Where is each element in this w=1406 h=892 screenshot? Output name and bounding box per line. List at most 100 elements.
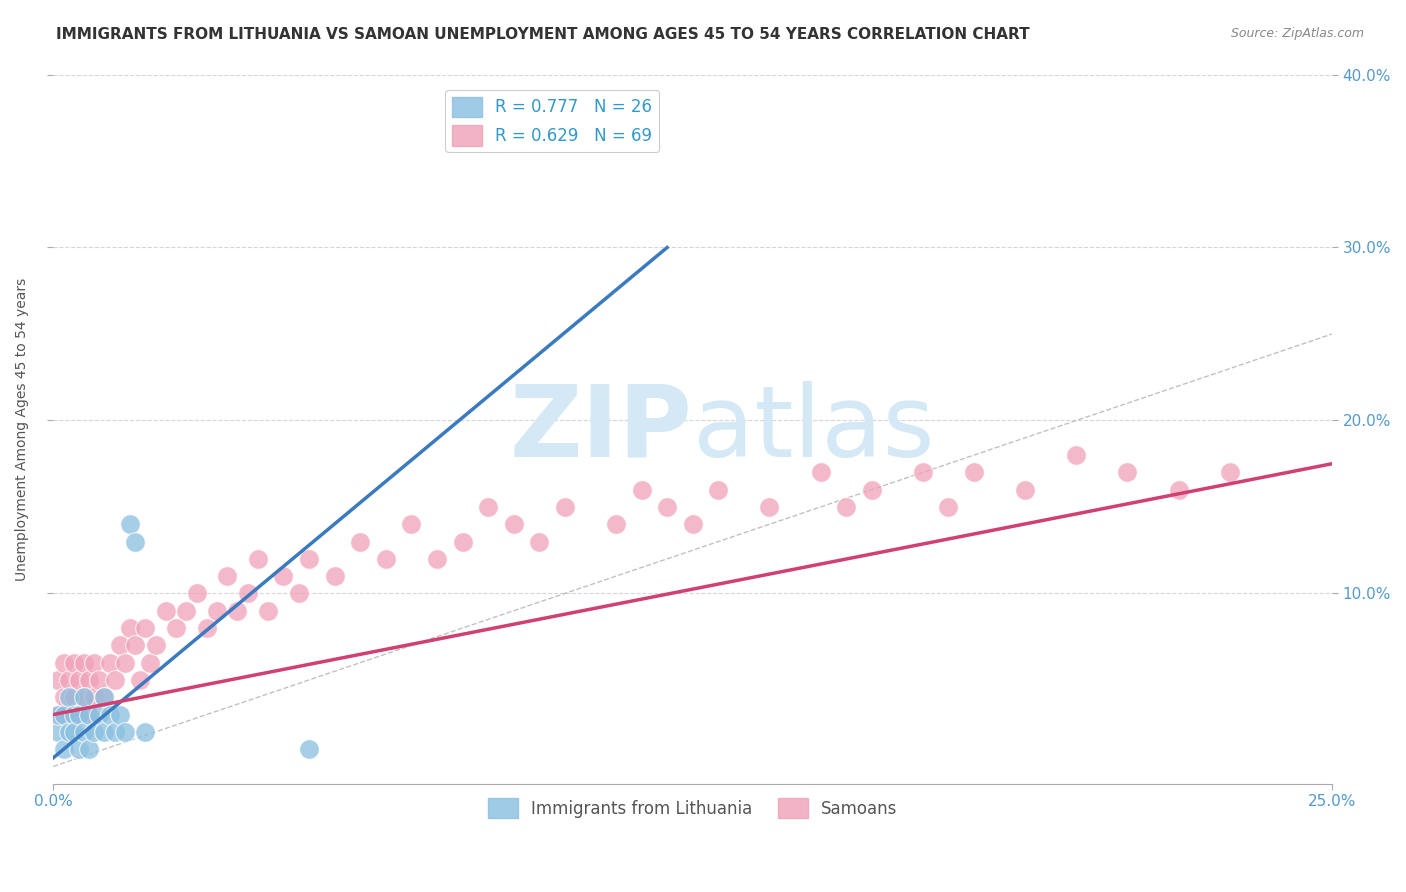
Point — [477, 500, 499, 514]
Point — [655, 500, 678, 514]
Point — [502, 517, 524, 532]
Point — [226, 604, 249, 618]
Point — [630, 483, 652, 497]
Point — [911, 466, 934, 480]
Point — [810, 466, 832, 480]
Point — [349, 534, 371, 549]
Point — [73, 690, 96, 705]
Point — [273, 569, 295, 583]
Point — [62, 707, 84, 722]
Point — [77, 673, 100, 687]
Point — [83, 656, 105, 670]
Point — [62, 690, 84, 705]
Point — [108, 707, 131, 722]
Point — [205, 604, 228, 618]
Point — [77, 742, 100, 756]
Y-axis label: Unemployment Among Ages 45 to 54 years: Unemployment Among Ages 45 to 54 years — [15, 277, 30, 581]
Point — [118, 621, 141, 635]
Point — [52, 742, 75, 756]
Point — [139, 656, 162, 670]
Point — [104, 724, 127, 739]
Point — [236, 586, 259, 600]
Point — [58, 673, 80, 687]
Point — [67, 707, 90, 722]
Point — [89, 707, 111, 722]
Point — [451, 534, 474, 549]
Point — [195, 621, 218, 635]
Point — [73, 656, 96, 670]
Point — [186, 586, 208, 600]
Point — [67, 673, 90, 687]
Point — [1116, 466, 1139, 480]
Point — [1219, 466, 1241, 480]
Point — [108, 638, 131, 652]
Point — [129, 673, 152, 687]
Point — [77, 707, 100, 722]
Point — [217, 569, 239, 583]
Point — [963, 466, 986, 480]
Point — [93, 690, 115, 705]
Point — [554, 500, 576, 514]
Point — [52, 707, 75, 722]
Point — [529, 534, 551, 549]
Point — [98, 656, 121, 670]
Point — [67, 742, 90, 756]
Point — [98, 707, 121, 722]
Point — [134, 724, 156, 739]
Text: Source: ZipAtlas.com: Source: ZipAtlas.com — [1230, 27, 1364, 40]
Point — [89, 673, 111, 687]
Point — [938, 500, 960, 514]
Point — [605, 517, 627, 532]
Point — [298, 552, 321, 566]
Point — [134, 621, 156, 635]
Legend: Immigrants from Lithuania, Samoans: Immigrants from Lithuania, Samoans — [481, 791, 904, 825]
Point — [758, 500, 780, 514]
Point — [1167, 483, 1189, 497]
Point — [288, 586, 311, 600]
Point — [401, 517, 423, 532]
Point — [104, 673, 127, 687]
Point — [682, 517, 704, 532]
Point — [52, 656, 75, 670]
Point — [48, 707, 70, 722]
Text: IMMIGRANTS FROM LITHUANIA VS SAMOAN UNEMPLOYMENT AMONG AGES 45 TO 54 YEARS CORRE: IMMIGRANTS FROM LITHUANIA VS SAMOAN UNEM… — [56, 27, 1029, 42]
Point — [176, 604, 198, 618]
Point — [52, 690, 75, 705]
Point — [1066, 448, 1088, 462]
Point — [62, 656, 84, 670]
Point — [860, 483, 883, 497]
Point — [835, 500, 858, 514]
Point — [124, 534, 146, 549]
Point — [323, 569, 346, 583]
Point — [58, 724, 80, 739]
Point — [114, 724, 136, 739]
Point — [48, 673, 70, 687]
Point — [155, 604, 177, 618]
Text: atlas: atlas — [693, 381, 935, 477]
Point — [298, 742, 321, 756]
Point — [67, 707, 90, 722]
Point — [114, 656, 136, 670]
Point — [118, 517, 141, 532]
Point — [426, 552, 449, 566]
Point — [145, 638, 167, 652]
Point — [48, 724, 70, 739]
Point — [73, 724, 96, 739]
Point — [62, 724, 84, 739]
Point — [83, 690, 105, 705]
Point — [73, 690, 96, 705]
Point — [707, 483, 730, 497]
Point — [93, 690, 115, 705]
Point — [257, 604, 280, 618]
Point — [93, 724, 115, 739]
Point — [374, 552, 396, 566]
Point — [48, 707, 70, 722]
Point — [124, 638, 146, 652]
Point — [1014, 483, 1036, 497]
Point — [165, 621, 187, 635]
Point — [77, 707, 100, 722]
Point — [58, 707, 80, 722]
Point — [83, 724, 105, 739]
Point — [58, 690, 80, 705]
Text: ZIP: ZIP — [510, 381, 693, 477]
